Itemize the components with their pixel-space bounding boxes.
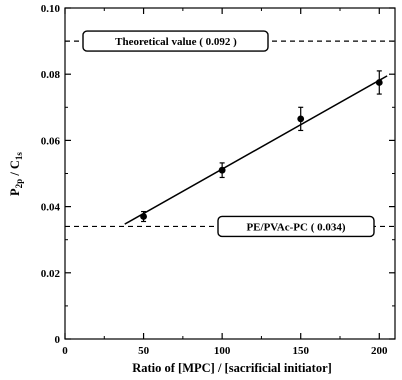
reference-lines — [65, 40, 395, 228]
y-tick-label: 0.04 — [41, 202, 61, 214]
reference-label: Theoretical value ( 0.092 ) — [115, 36, 237, 48]
y-tick-label: 0.08 — [41, 69, 61, 81]
x-tick-label: 150 — [292, 345, 309, 357]
data-point — [297, 115, 305, 123]
reference-labels: Theoretical value ( 0.092 ) PE/PVAc-PC ( … — [82, 30, 375, 238]
y-tick-label: 0.02 — [41, 268, 61, 280]
x-tick-label: 100 — [214, 345, 231, 357]
data-point — [140, 213, 147, 220]
x-tick-label: 200 — [371, 345, 388, 357]
fit-line — [124, 75, 388, 225]
reference-label-box — [82, 30, 269, 52]
plot-frame — [64, 7, 396, 340]
data-points — [140, 70, 383, 223]
reference-label-box — [217, 215, 375, 238]
x-tick-label: 50 — [138, 345, 150, 357]
y-axis-title: P2p / C1s — [8, 152, 24, 196]
data-point — [375, 79, 383, 86]
fit-line-group — [124, 75, 388, 225]
y-tick-label: 0 — [55, 334, 61, 346]
x-axis-title: Ratio of [MPC] / [sacrificial initiator] — [132, 361, 332, 375]
reference-label: PE/PVAc-PC ( 0.034) — [246, 221, 345, 233]
x-tick-label: 0 — [62, 345, 68, 357]
y-axis-ticks: 0 0.02 0.04 0.06 0.08 0.10 — [41, 3, 395, 346]
x-axis-ticks: 0 50 100 150 200 — [62, 8, 388, 357]
y-tick-label: 0.06 — [41, 135, 61, 147]
data-point — [218, 166, 226, 174]
y-tick-label: 0.10 — [41, 3, 61, 15]
